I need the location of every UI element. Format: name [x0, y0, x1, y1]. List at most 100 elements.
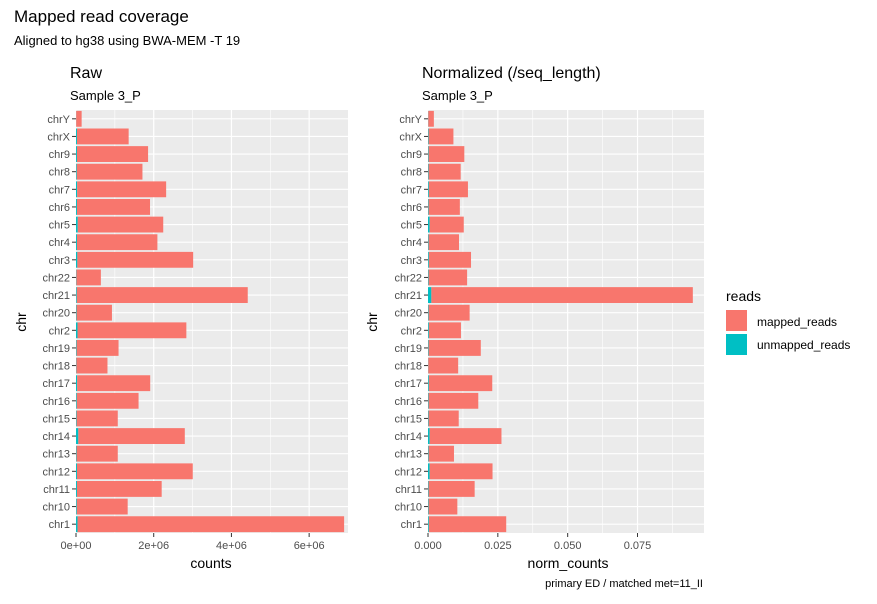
norm-bar-mapped: [428, 251, 472, 268]
raw-bar-mapped: [76, 128, 129, 145]
figure-subtitle: Aligned to hg38 using BWA-MEM -T 19: [14, 33, 240, 48]
norm-bar-mapped: [428, 498, 458, 515]
norm-bar-mapped: [428, 146, 465, 162]
raw-y-tick-label: chr9: [49, 149, 70, 161]
norm-bar-mapped: [428, 340, 481, 356]
raw-y-tick-label: chr19: [42, 343, 70, 355]
raw-bar-mapped: [76, 110, 82, 127]
norm-y-tick-label: chr10: [394, 502, 422, 514]
raw-bar-mapped: [76, 481, 162, 497]
raw-x-tick-label: 6e+06: [294, 540, 325, 552]
panel-normalized-subtitle: Sample 3_P: [422, 88, 493, 103]
raw-bar-unmapped: [76, 199, 77, 215]
raw-bar-mapped: [76, 340, 119, 356]
norm-x-tick-label: 0.050: [554, 540, 582, 552]
raw-bar-unmapped: [76, 322, 78, 339]
norm-bar-mapped: [428, 516, 507, 533]
norm-bar-unmapped: [428, 481, 429, 497]
raw-bar-mapped: [77, 251, 194, 268]
norm-y-tick-label: chr11: [395, 484, 422, 496]
raw-bar-mapped: [76, 199, 151, 215]
raw-bar-mapped: [77, 516, 345, 533]
raw-y-tick-label: chr14: [42, 431, 70, 443]
norm-y-tick-label: chrY: [399, 114, 422, 126]
panel-raw-subtitle: Sample 3_P: [70, 88, 141, 103]
norm-bar-mapped: [428, 445, 454, 462]
norm-y-tick-label: chr5: [401, 220, 422, 232]
norm-bar-mapped: [431, 287, 693, 303]
raw-y-tick-label: chr21: [42, 290, 70, 302]
raw-bar-unmapped: [76, 181, 78, 198]
panel-normalized-xlabel: norm_counts: [528, 555, 609, 571]
legend-key-unmapped: [726, 334, 747, 355]
raw-y-tick-label: chr17: [42, 378, 70, 390]
norm-bar-unmapped: [428, 287, 432, 303]
norm-y-tick-label: chr1: [401, 519, 422, 531]
norm-bar-unmapped: [428, 340, 429, 356]
norm-y-tick-label: chr7: [401, 184, 422, 196]
norm-bar-mapped: [428, 375, 493, 392]
raw-bar-unmapped: [76, 146, 77, 162]
norm-y-tick-label: chr17: [394, 378, 422, 390]
norm-bar-mapped: [428, 304, 470, 321]
norm-y-tick-label: chr6: [401, 202, 422, 214]
norm-bar-mapped: [428, 392, 479, 409]
norm-bar-mapped: [428, 163, 461, 180]
norm-bar-mapped: [428, 128, 454, 145]
panel-raw-xlabel: counts: [190, 555, 231, 571]
raw-bar-unmapped: [76, 445, 77, 462]
norm-bar-unmapped: [428, 516, 429, 533]
raw-y-tick-label: chr18: [42, 361, 70, 373]
raw-bar-unmapped: [76, 392, 77, 409]
panel-raw-title: Raw: [70, 65, 102, 82]
norm-y-tick-label: chr12: [394, 466, 422, 478]
norm-bar-unmapped: [428, 392, 429, 409]
norm-x-tick-label: 0.075: [624, 540, 652, 552]
norm-bar-unmapped: [428, 163, 429, 180]
raw-bar-mapped: [76, 445, 118, 462]
norm-bar-unmapped: [428, 428, 430, 444]
norm-y-tick-label: chr2: [401, 325, 422, 337]
raw-x-tick-label: 0e+00: [61, 540, 92, 552]
raw-bar-mapped: [76, 163, 143, 180]
legend-label-mapped: mapped_reads: [757, 315, 837, 329]
legend: reads mapped_reads unmapped_reads: [726, 288, 850, 355]
raw-y-tick-label: chr2: [49, 325, 70, 337]
norm-bar-mapped: [428, 269, 468, 286]
norm-bar-mapped: [428, 322, 461, 339]
norm-bar-mapped: [429, 428, 502, 444]
raw-y-tick-label: chr13: [42, 449, 70, 461]
raw-y-tick-label: chr22: [42, 272, 70, 284]
raw-y-tick-label: chr15: [42, 413, 70, 425]
norm-y-tick-label: chr9: [401, 149, 422, 161]
panel-normalized-title: Normalized (/seq_length): [422, 65, 601, 82]
norm-bar-mapped: [428, 357, 459, 374]
raw-bar-mapped: [76, 463, 193, 480]
norm-bar-unmapped: [428, 322, 429, 339]
raw-bar-unmapped: [76, 410, 77, 427]
legend-label-unmapped: unmapped_reads: [757, 338, 850, 352]
panel-raw: Raw Sample 3_P chr1chr10chr11chr12chr13c…: [13, 65, 348, 571]
raw-y-tick-label: chr1: [49, 519, 70, 531]
norm-y-tick-label: chr21: [394, 290, 422, 302]
panel-raw-plot: chr1 chr10 chr11 chr12 chr13 chr14 chr15 chr16 c…: [42, 110, 348, 552]
norm-y-tick-label: chr16: [394, 396, 422, 408]
norm-x-tick-label: 0.000: [414, 540, 442, 552]
norm-bar-mapped: [428, 199, 460, 215]
raw-bar-mapped: [76, 234, 158, 251]
raw-bar-mapped: [76, 357, 108, 374]
raw-bar-unmapped: [76, 428, 79, 444]
raw-bar-mapped: [77, 216, 164, 233]
norm-panel-background: [428, 110, 704, 533]
raw-bar-mapped: [76, 146, 149, 162]
raw-bar-unmapped: [76, 163, 77, 180]
norm-y-tick-label: chr3: [401, 255, 422, 267]
norm-y-tick-label: chr22: [394, 272, 422, 284]
raw-bar-mapped: [76, 410, 118, 427]
norm-y-tick-label: chr18: [394, 361, 422, 373]
norm-bar-unmapped: [428, 199, 429, 215]
panel-normalized-ylabel: chr: [364, 312, 380, 332]
norm-bar-mapped: [429, 216, 464, 233]
raw-bar-unmapped: [76, 340, 77, 356]
